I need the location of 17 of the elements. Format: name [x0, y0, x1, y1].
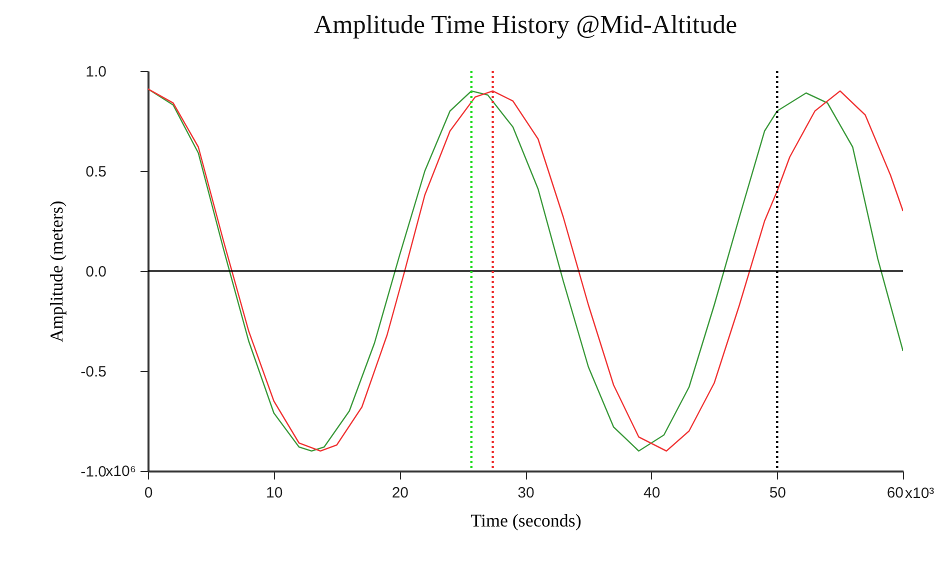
- chart-title: Amplitude Time History @Mid-Altitude: [314, 10, 738, 39]
- x-axis-title: Time (seconds): [470, 510, 582, 530]
- x-tick-label: 40: [643, 484, 660, 502]
- x-tick-label: 0: [144, 484, 153, 502]
- y-tick-label: -1.0: [80, 464, 106, 480]
- x-tick-label: 50: [769, 484, 786, 502]
- x-tick-label: 60: [886, 484, 904, 502]
- text: x10⁶: [106, 463, 136, 480]
- x-tick-label: 10: [266, 484, 283, 502]
- x-tick-label: 20: [392, 484, 409, 502]
- x-tick-label: 30: [518, 484, 534, 502]
- y-tick-label: 0.5: [86, 164, 106, 180]
- y-axis-title: Amplitude (meters): [46, 200, 67, 342]
- y-tick-label: -0.5: [80, 364, 106, 380]
- y-tick-label: 1.0: [86, 64, 106, 80]
- y-tick-label: 0.0: [86, 264, 106, 280]
- text: x10³: [905, 485, 934, 502]
